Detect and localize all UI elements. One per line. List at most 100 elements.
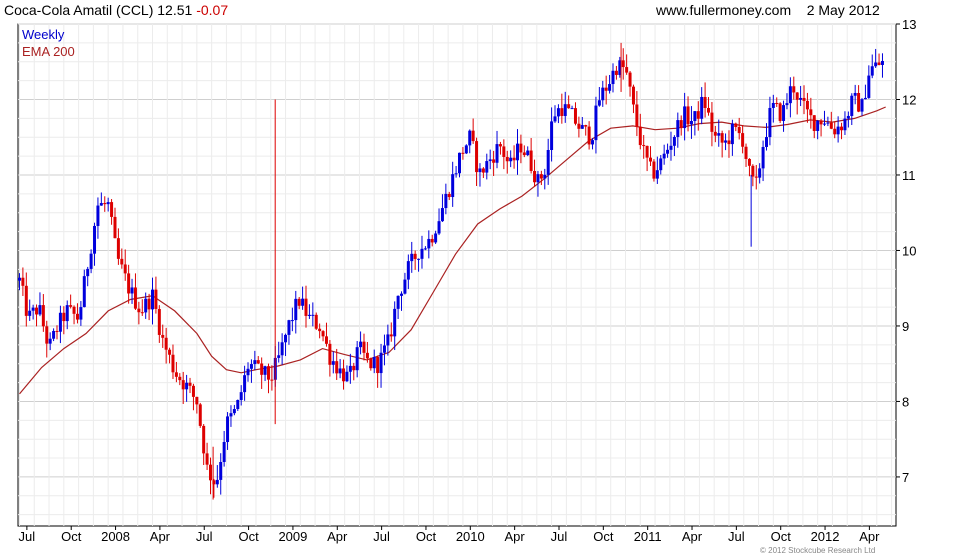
- candle-down: [191, 385, 195, 397]
- candle-up: [867, 75, 871, 98]
- candle-up: [782, 105, 786, 121]
- candle-down: [35, 307, 39, 315]
- ema-200-layer: [19, 106, 886, 395]
- candle-up: [724, 140, 728, 143]
- copyright-notice: © 2012 Stockcube Research Ltd: [760, 546, 876, 555]
- x-tick-label: Oct: [771, 529, 792, 544]
- candle-up: [82, 276, 86, 308]
- candle-up: [761, 146, 765, 169]
- candle-down: [270, 379, 274, 381]
- candle-down: [369, 358, 373, 369]
- candle-up: [597, 100, 601, 106]
- candle-up: [420, 248, 424, 259]
- candle-down: [161, 334, 165, 338]
- candle-up: [799, 97, 803, 100]
- candle-down: [614, 70, 618, 75]
- candle-up: [458, 152, 462, 174]
- candle-up: [396, 295, 400, 309]
- candle-up: [580, 125, 584, 129]
- candle-down: [744, 146, 748, 159]
- candle-up: [130, 287, 134, 294]
- candle-down: [133, 287, 137, 309]
- x-tick-label: 2011: [634, 529, 662, 544]
- candle-up: [853, 92, 857, 96]
- candle-up: [846, 115, 850, 119]
- candle-up: [386, 334, 390, 346]
- candle-up: [454, 173, 458, 175]
- x-tick-label: 2010: [456, 529, 485, 544]
- candle-down: [703, 96, 707, 108]
- candle-down: [62, 312, 66, 322]
- candle-up: [17, 277, 21, 281]
- candle-up: [730, 123, 734, 145]
- candle-up: [437, 221, 441, 234]
- y-tick-label: 8: [902, 394, 909, 409]
- candle-down: [519, 143, 523, 153]
- candle-up: [287, 320, 291, 335]
- candle-up: [239, 392, 243, 400]
- candle-down: [805, 100, 809, 110]
- candle-down: [573, 108, 577, 124]
- chart-header-left: Coca-Cola Amatil (CCL) 12.51 -0.07: [4, 2, 228, 18]
- candle-up: [444, 193, 448, 209]
- candle-down: [212, 480, 216, 485]
- candle-up: [311, 314, 315, 316]
- ema-200-line: [19, 106, 886, 395]
- candle-up: [468, 130, 472, 146]
- legend-weekly: Weekly: [22, 27, 65, 42]
- candle-up: [880, 60, 884, 65]
- candle-down: [481, 168, 485, 173]
- candle-down: [342, 368, 346, 382]
- candle-down: [621, 60, 625, 68]
- candle-down: [75, 313, 79, 320]
- candle-down: [512, 157, 516, 161]
- candle-down: [123, 264, 127, 274]
- candle-down: [635, 104, 639, 127]
- candle-up: [440, 208, 444, 222]
- candle-down: [475, 141, 479, 173]
- candle-down: [72, 306, 76, 314]
- candle-up: [451, 174, 455, 198]
- x-tick-label: Apr: [150, 529, 171, 544]
- candle-up: [144, 298, 148, 313]
- candle-up: [870, 66, 874, 76]
- candle-down: [778, 103, 782, 121]
- candle-down: [157, 308, 161, 335]
- candle-up: [672, 136, 676, 146]
- candle-up: [485, 161, 489, 173]
- candle-down: [260, 363, 264, 375]
- candle-up: [294, 298, 298, 321]
- candle-up: [406, 261, 410, 280]
- candle-down: [587, 126, 591, 145]
- candle-up: [553, 116, 557, 122]
- x-tick-label: Apr: [682, 529, 703, 544]
- plot-area: [17, 23, 897, 527]
- candle-down: [147, 298, 151, 310]
- candle-down: [352, 365, 356, 371]
- candle-up: [826, 122, 830, 124]
- x-tick-label: Oct: [416, 529, 437, 544]
- chart-title: Coca-Cola Amatil (CCL): [4, 2, 154, 18]
- candle-up: [229, 413, 233, 417]
- x-tick-label: 2009: [278, 529, 307, 544]
- candle-down: [710, 112, 714, 132]
- candle-up: [771, 102, 775, 108]
- candle-up: [693, 111, 697, 122]
- candle-up: [550, 121, 554, 150]
- candle-up: [277, 355, 281, 358]
- x-tick-label: 2012: [811, 529, 840, 544]
- candle-up: [301, 298, 305, 306]
- candle-up: [284, 334, 288, 343]
- candle-down: [649, 157, 653, 162]
- x-tick-label: Apr: [327, 529, 348, 544]
- candle-down: [447, 193, 451, 198]
- candle-up: [338, 368, 342, 374]
- x-tick-label: Apr: [859, 529, 880, 544]
- candle-up: [382, 345, 386, 353]
- candle-up: [816, 120, 820, 131]
- candle-down: [857, 92, 861, 112]
- source-link[interactable]: www.fullermoney.com: [656, 2, 792, 18]
- candle-down: [713, 131, 717, 136]
- candle-up: [689, 121, 693, 125]
- candle-down: [754, 176, 758, 178]
